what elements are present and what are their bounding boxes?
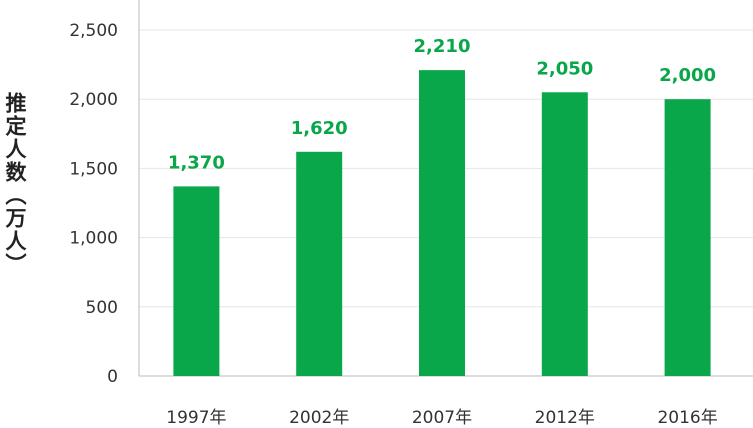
y-tick-label: 0 (107, 367, 118, 387)
bar (664, 99, 711, 376)
data-label: 2,210 (414, 36, 471, 57)
data-label: 2,050 (536, 58, 593, 79)
y-axis-label: 推定人数（万人） (3, 92, 27, 276)
y-tick-label: 1,000 (69, 229, 118, 249)
x-tick-label: 2016年 (657, 408, 717, 428)
data-label: 1,370 (168, 152, 225, 173)
bar (173, 186, 220, 376)
y-tick-label: 2,000 (69, 90, 118, 110)
data-label: 1,620 (291, 118, 348, 139)
x-tick-label: 2012年 (535, 408, 595, 428)
y-tick-labels: 0 500 1,000 1,500 2,000 2,500 (69, 21, 118, 387)
y-tick-label: 500 (86, 298, 118, 318)
x-tick-label: 2007年 (412, 408, 472, 428)
bar (419, 70, 465, 377)
x-tick-label: 2002年 (289, 408, 349, 428)
x-tick-label: 1997年 (166, 408, 226, 428)
y-tick-label: 2,500 (69, 21, 118, 41)
bar (541, 92, 588, 376)
x-tick-labels: 1997年 2002年 2007年 2012年 2016年 (166, 408, 717, 428)
bars (173, 70, 711, 377)
y-tick-label: 1,500 (69, 159, 118, 179)
data-labels: 1,370 1,620 2,210 2,050 2,000 (168, 36, 716, 173)
data-label: 2,000 (659, 65, 716, 86)
bar (296, 151, 343, 376)
